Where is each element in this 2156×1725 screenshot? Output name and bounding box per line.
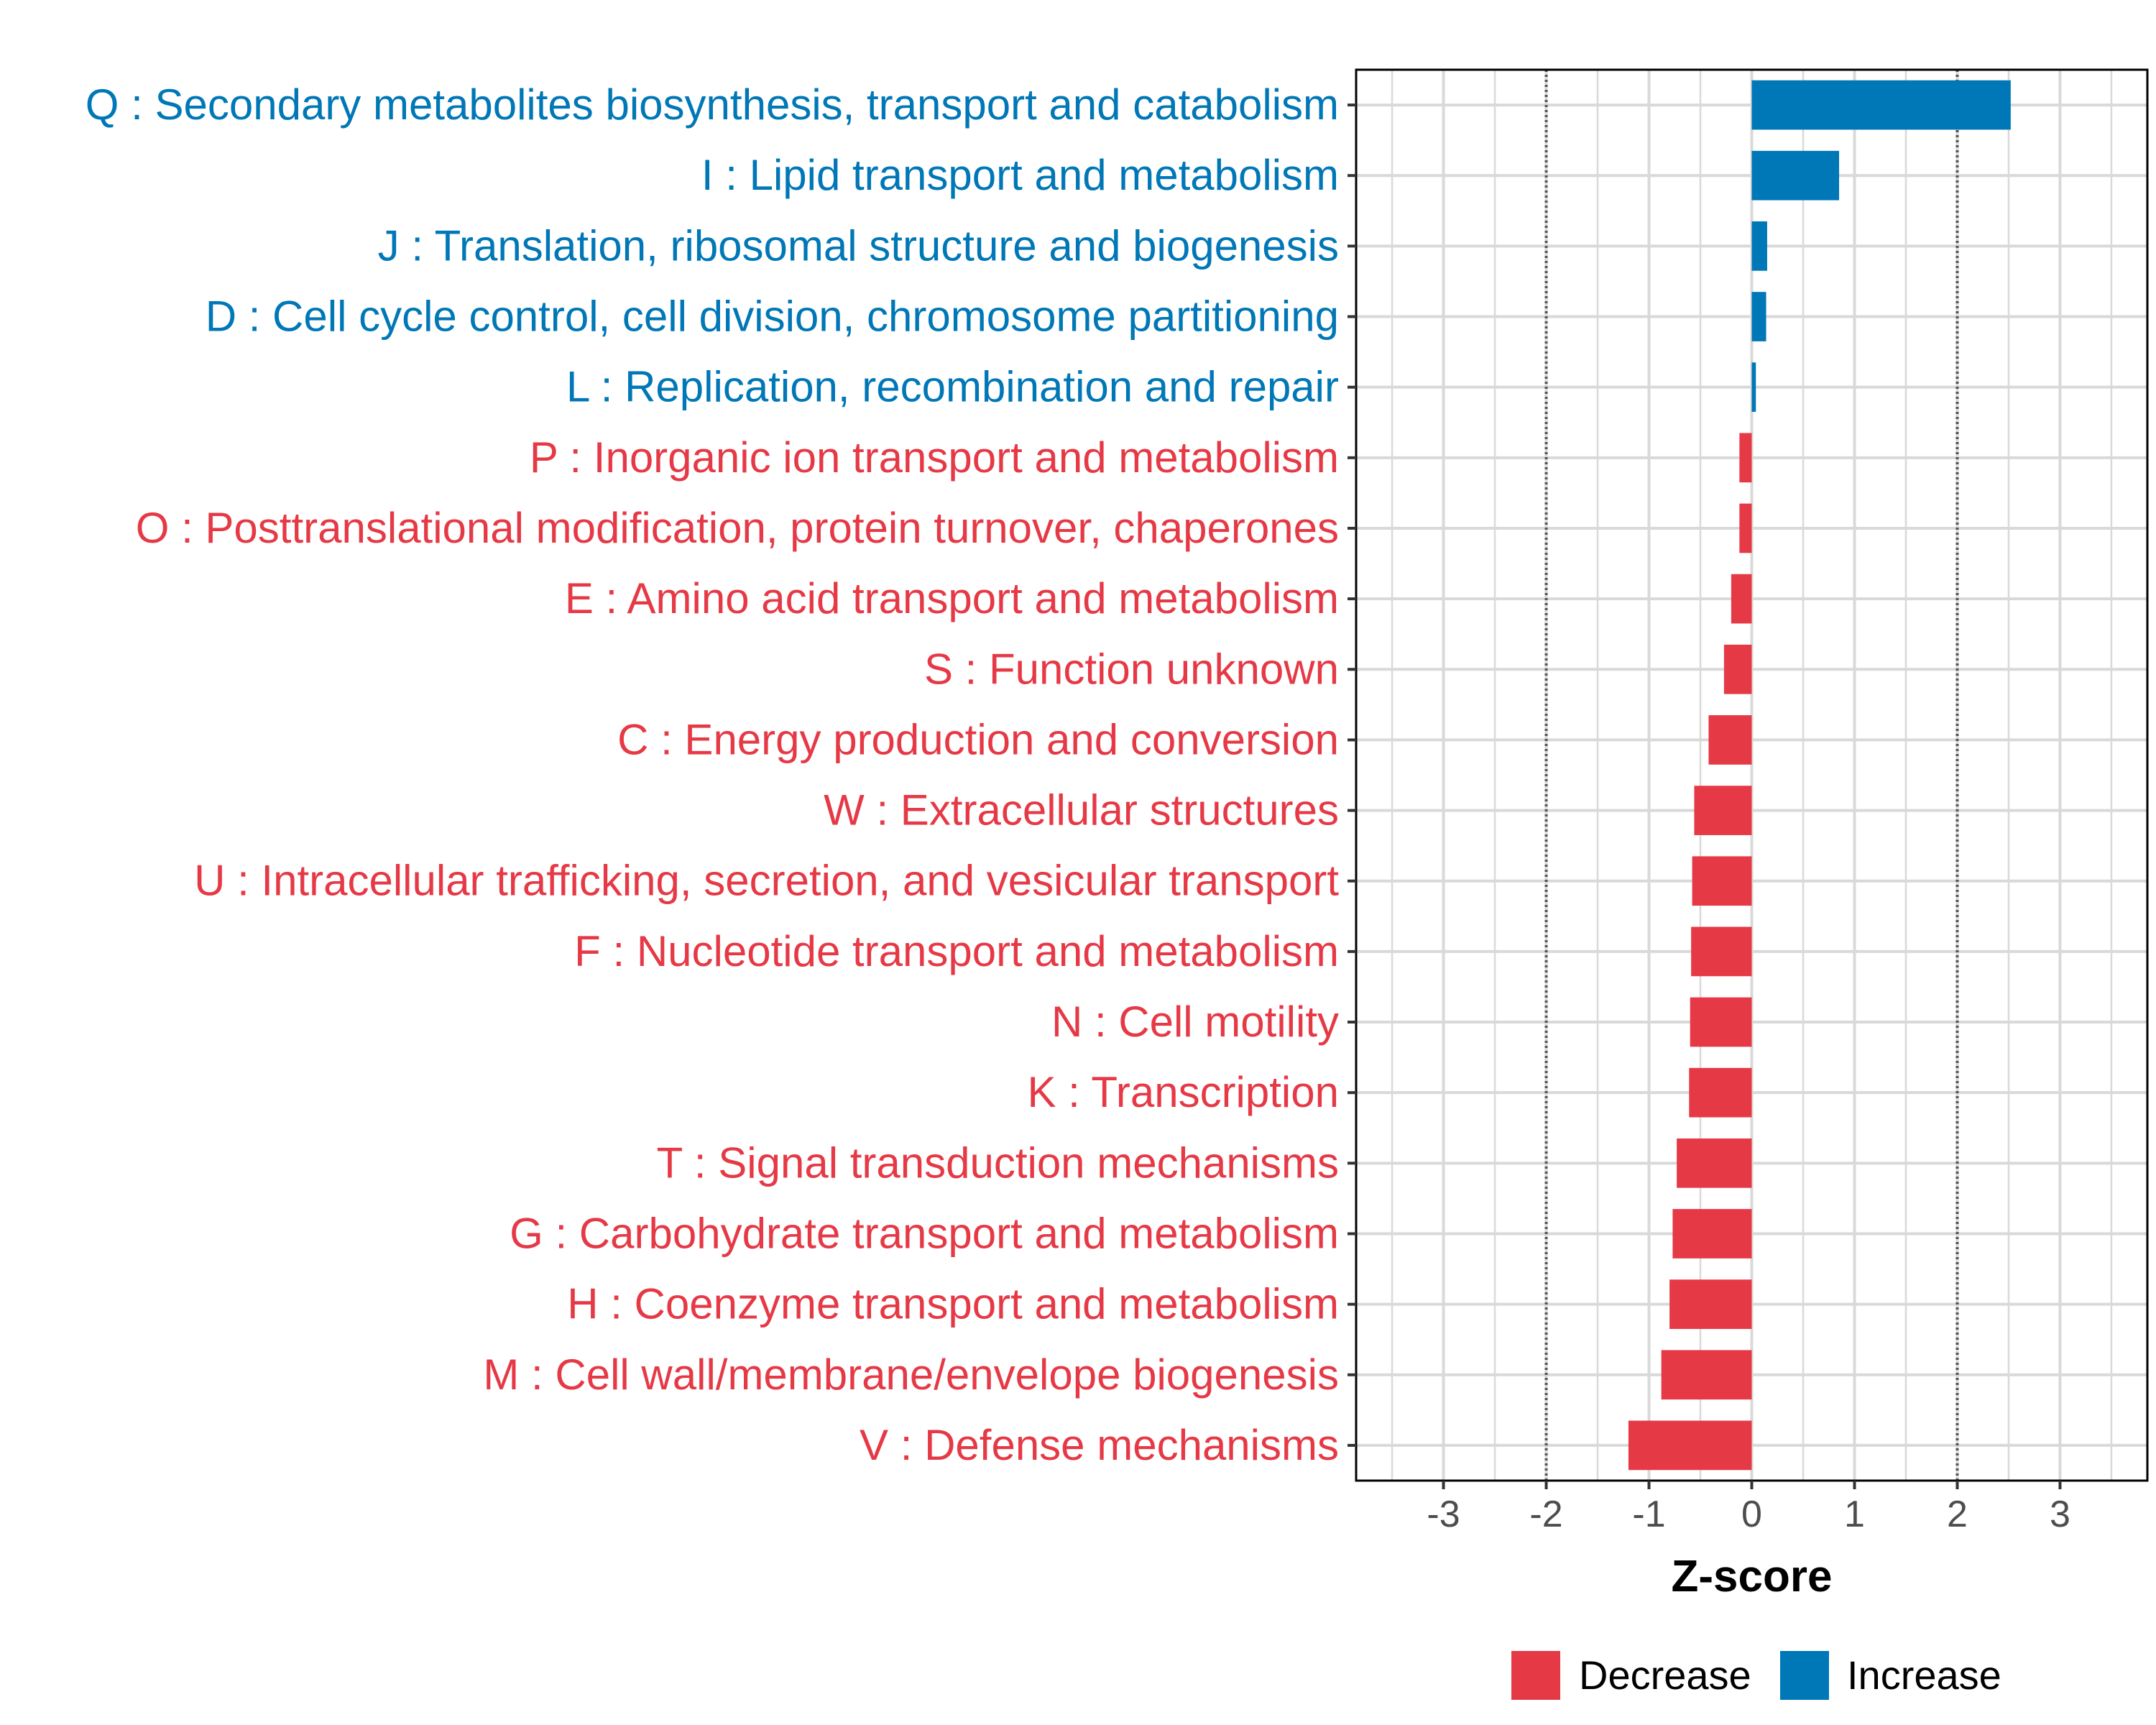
bar-t: [1677, 1138, 1752, 1188]
category-label: I : Lipid transport and metabolism: [701, 151, 1339, 199]
category-label: K : Transcription: [1027, 1068, 1339, 1116]
bar-e: [1731, 574, 1752, 624]
category-label: D : Cell cycle control, cell division, c…: [206, 293, 1339, 341]
bar-h: [1669, 1279, 1752, 1329]
bar-m: [1661, 1350, 1752, 1400]
bar-d: [1751, 292, 1766, 341]
category-label: H : Coenzyme transport and metabolism: [567, 1280, 1339, 1328]
bar-f: [1691, 926, 1752, 977]
x-tick-label: 3: [2050, 1494, 2070, 1535]
legend-swatch-decrease: [1511, 1651, 1560, 1700]
category-label: C : Energy production and conversion: [617, 715, 1339, 763]
category-label: P : Inorganic ion transport and metaboli…: [530, 433, 1339, 482]
x-tick-label: 0: [1741, 1494, 1762, 1535]
category-label: T : Signal transduction mechanisms: [657, 1138, 1339, 1187]
category-label: U : Intracellular trafficking, secretion…: [194, 857, 1339, 905]
category-label: O : Posttranslational modification, prot…: [136, 504, 1339, 552]
y-axis-labels: Q : Secondary metabolites biosynthesis, …: [86, 80, 1340, 1469]
bar-p: [1739, 433, 1752, 483]
category-label: N : Cell motility: [1051, 998, 1339, 1046]
x-tick-label: 1: [1844, 1494, 1865, 1535]
category-label: J : Translation, ribosomal structure and…: [378, 221, 1339, 270]
bar-u: [1692, 856, 1752, 906]
threshold-lines: [1544, 70, 1959, 1481]
legend-label-increase: Increase: [1847, 1652, 2001, 1698]
category-label: G : Carbohydrate transport and metabolis…: [510, 1209, 1339, 1257]
category-label: F : Nucleotide transport and metabolism: [574, 927, 1339, 975]
category-label: L : Replication, recombination and repai…: [566, 363, 1339, 411]
bar-s: [1723, 644, 1752, 694]
bar-q: [1751, 80, 2011, 130]
category-label: E : Amino acid transport and metabolism: [565, 574, 1339, 622]
x-axis-title: Z-score: [1672, 1552, 1833, 1601]
category-label: Q : Secondary metabolites biosynthesis, …: [86, 80, 1339, 129]
x-axis-ticks: -3 -2 -1 0 1 2 3: [1427, 1481, 2070, 1535]
bar-o: [1739, 503, 1752, 553]
bars: [1628, 80, 2011, 1471]
bar-l: [1751, 362, 1756, 413]
x-tick-label: -2: [1529, 1494, 1562, 1535]
grid-lines: [1356, 70, 2147, 1481]
bar-w: [1694, 786, 1752, 835]
x-tick-label: 2: [1947, 1494, 1968, 1535]
legend: Decrease Increase: [1511, 1651, 2001, 1700]
legend-label-decrease: Decrease: [1579, 1652, 1751, 1698]
legend-swatch-increase: [1780, 1651, 1829, 1700]
bar-n: [1690, 997, 1752, 1047]
bar-k: [1689, 1067, 1752, 1118]
category-label: S : Function unknown: [924, 645, 1339, 693]
bar-v: [1628, 1420, 1752, 1471]
bar-j: [1751, 221, 1767, 271]
x-tick-label: -3: [1427, 1494, 1460, 1535]
category-label: W : Extracellular structures: [824, 786, 1339, 834]
x-tick-label: -1: [1632, 1494, 1665, 1535]
bar-i: [1751, 150, 1840, 201]
y-axis-ticks: [1348, 104, 1356, 1447]
bar-g: [1672, 1209, 1752, 1259]
bar-c: [1708, 715, 1752, 765]
category-label: M : Cell wall/membrane/envelope biogenes…: [483, 1351, 1339, 1399]
category-label: V : Defense mechanisms: [860, 1421, 1339, 1469]
